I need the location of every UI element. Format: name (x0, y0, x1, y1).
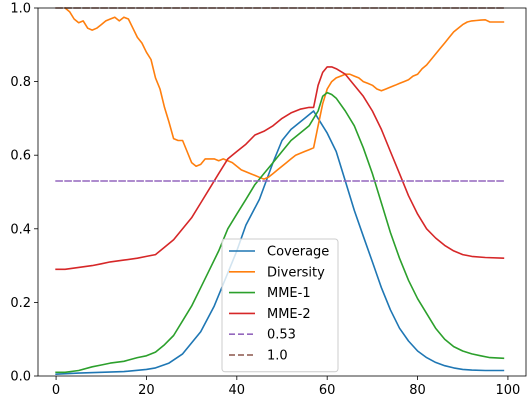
legend-label: MME-1 (267, 286, 311, 301)
legend-label: Diversity (267, 265, 325, 280)
legend: Coverage Diversity MME-1 MME-2 0.53 1.0 (222, 239, 338, 372)
x-tick-label: 60 (319, 383, 336, 398)
x-tick-label: 0 (52, 383, 60, 398)
legend-label: 1.0 (267, 349, 288, 364)
x-tick-label: 100 (496, 383, 521, 398)
x-tick-label: 20 (138, 383, 155, 398)
y-tick-label: 0.2 (10, 296, 31, 311)
x-tick-label: 40 (229, 383, 246, 398)
y-tick-label: 0.4 (10, 222, 31, 237)
x-tick-label: 80 (409, 383, 426, 398)
legend-label: 0.53 (267, 328, 296, 343)
y-tick-label: 0.0 (10, 370, 31, 385)
series-line-1 (65, 8, 503, 179)
y-tick-label: 1.0 (10, 2, 31, 17)
y-tick-label: 0.6 (10, 149, 31, 164)
legend-label: MME-2 (267, 307, 311, 322)
legend-label: Coverage (267, 245, 329, 260)
y-tick-label: 0.8 (10, 75, 31, 90)
